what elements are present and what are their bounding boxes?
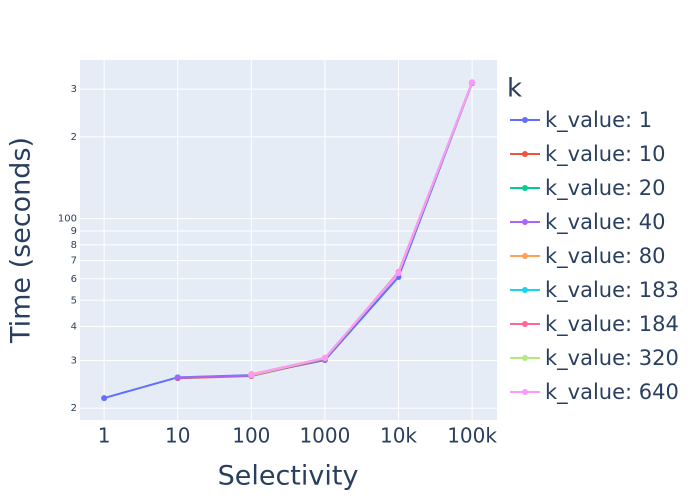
legend-label[interactable]: k_value: 640 — [545, 380, 679, 405]
data-point — [395, 270, 402, 277]
legend-marker — [522, 287, 528, 293]
y-tick-label: 7 — [71, 256, 77, 267]
y-tick-label: 3 — [71, 355, 77, 366]
legend-marker — [522, 389, 528, 395]
legend-marker — [522, 117, 528, 123]
legend-title: k — [507, 74, 522, 104]
legend-marker — [522, 219, 528, 225]
x-tick-label: 10 — [165, 424, 190, 448]
x-tick-label: 100k — [447, 424, 497, 448]
legend-label[interactable]: k_value: 10 — [545, 142, 666, 167]
legend-label[interactable]: k_value: 40 — [545, 210, 666, 235]
y-axis-title: Time (seconds) — [6, 137, 37, 344]
y-tick-label: 4 — [71, 322, 77, 333]
legend-label[interactable]: k_value: 183 — [545, 278, 679, 303]
y-tick-label: 2 — [71, 132, 77, 143]
series-line — [251, 81, 474, 376]
y-tick-label: 2 — [71, 403, 77, 414]
x-tick-label: 100 — [232, 424, 270, 448]
legend-label[interactable]: k_value: 80 — [545, 244, 666, 269]
legend-marker — [522, 185, 528, 191]
legend-marker — [522, 355, 528, 361]
legend-label[interactable]: k_value: 320 — [545, 346, 679, 371]
legend-label[interactable]: k_value: 184 — [545, 312, 679, 337]
legend-marker — [522, 253, 528, 259]
data-point — [469, 79, 476, 86]
y-tick-label: 9 — [71, 226, 77, 237]
y-tick-label: 8 — [71, 240, 77, 251]
data-point — [248, 371, 255, 378]
legend-marker — [522, 321, 528, 327]
y-tick-label: 100 — [58, 214, 77, 225]
x-tick-label: 1 — [98, 424, 111, 448]
y-tick-label: 3 — [71, 84, 77, 95]
data-point — [321, 354, 328, 361]
y-tick-label: 6 — [71, 274, 77, 285]
legend-marker — [522, 151, 528, 157]
data-point — [174, 374, 181, 381]
y-tick-label: 5 — [71, 295, 77, 306]
legend-label[interactable]: k_value: 1 — [545, 108, 652, 133]
x-axis-title: Selectivity — [218, 461, 359, 492]
x-tick-label: 1000 — [299, 424, 350, 448]
x-tick-label: 10k — [380, 424, 417, 448]
data-point — [101, 395, 108, 402]
legend-label[interactable]: k_value: 20 — [545, 176, 666, 201]
